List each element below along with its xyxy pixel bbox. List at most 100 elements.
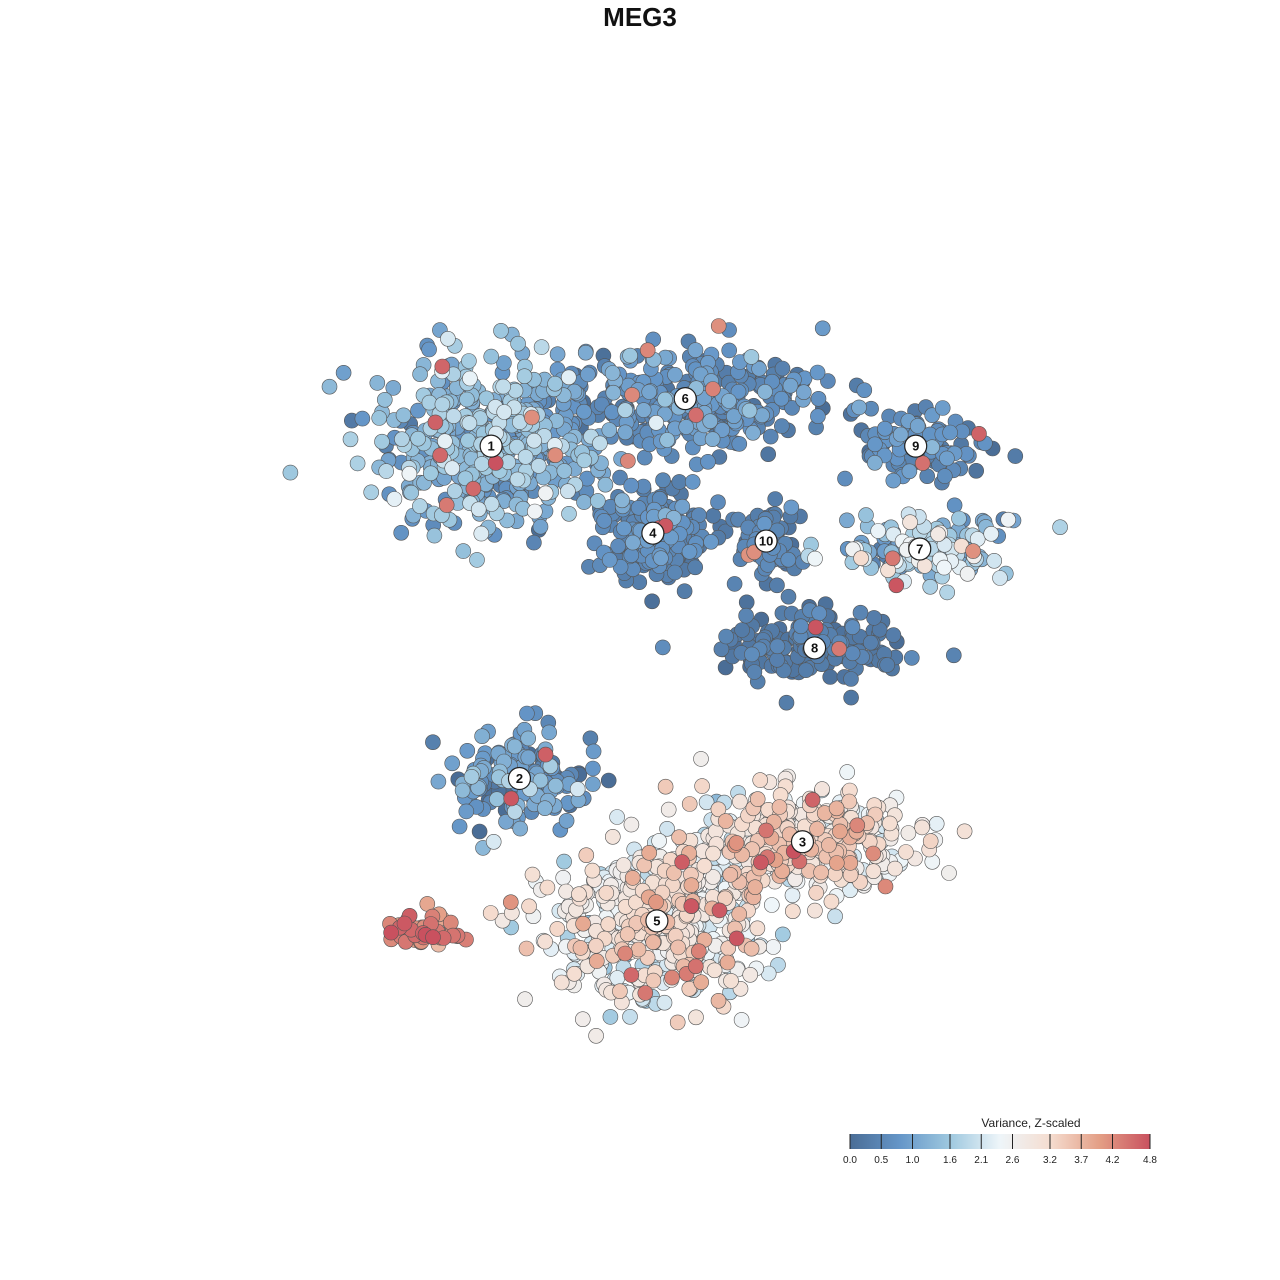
cell-point bbox=[752, 772, 769, 788]
cell-point bbox=[898, 844, 914, 860]
cell-point bbox=[683, 898, 700, 914]
cell-point bbox=[822, 669, 839, 685]
cell-point bbox=[335, 364, 352, 381]
cell-point bbox=[553, 974, 570, 991]
cell-point bbox=[585, 776, 601, 792]
cell-point bbox=[844, 645, 861, 662]
cell-point bbox=[459, 391, 475, 408]
cluster-label: 10 bbox=[754, 529, 778, 553]
cell-point bbox=[765, 939, 782, 955]
cell-point bbox=[710, 992, 727, 1009]
cell-point bbox=[516, 368, 533, 385]
cell-point bbox=[664, 969, 680, 986]
cell-point bbox=[681, 796, 698, 812]
cell-point bbox=[843, 671, 859, 687]
cell-point bbox=[532, 518, 549, 535]
cluster-label: 8 bbox=[803, 636, 827, 660]
cell-point bbox=[688, 407, 704, 423]
cell-point bbox=[902, 514, 918, 531]
cell-point bbox=[879, 657, 896, 673]
cell-point bbox=[454, 782, 471, 799]
cell-point bbox=[588, 1028, 604, 1044]
cell-point bbox=[648, 894, 664, 910]
cell-point bbox=[457, 470, 474, 487]
cell-point bbox=[667, 366, 683, 383]
cell-point bbox=[885, 472, 902, 489]
cell-point bbox=[820, 373, 836, 389]
cell-point bbox=[589, 493, 606, 509]
color-legend: Variance, Z-scaled 0.0 0.5 1.0 1.6 2.1 2.6 3.2… bbox=[843, 1116, 1157, 1166]
cell-point bbox=[434, 396, 451, 413]
cell-point bbox=[867, 436, 883, 453]
cell-point bbox=[746, 664, 763, 680]
cell-point bbox=[524, 866, 541, 883]
cell-point bbox=[601, 422, 618, 438]
cell-point bbox=[596, 512, 613, 529]
cell-point bbox=[731, 436, 748, 452]
cell-point bbox=[728, 930, 745, 947]
cluster-label-text: 5 bbox=[653, 913, 660, 928]
cell-point bbox=[582, 730, 599, 747]
cell-point bbox=[753, 854, 769, 871]
cell-point bbox=[549, 346, 566, 363]
cell-point bbox=[635, 402, 652, 418]
cell-point bbox=[637, 985, 654, 1001]
cell-point bbox=[928, 815, 945, 832]
cell-point bbox=[412, 498, 428, 514]
cell-point bbox=[622, 1008, 638, 1025]
cell-point bbox=[624, 870, 641, 886]
cell-point bbox=[922, 578, 939, 595]
cell-point bbox=[858, 507, 874, 523]
cell-point bbox=[936, 468, 953, 484]
cell-point bbox=[498, 813, 514, 830]
cell-point bbox=[968, 462, 985, 479]
cell-point bbox=[939, 450, 955, 467]
cell-point bbox=[866, 454, 883, 471]
cluster-label: 6 bbox=[673, 387, 697, 411]
cell-point bbox=[560, 369, 577, 386]
cell-point bbox=[547, 777, 564, 794]
cell-point bbox=[738, 607, 754, 624]
cell-point bbox=[828, 800, 845, 817]
cell-point bbox=[767, 491, 784, 507]
cell-point bbox=[622, 347, 638, 364]
cell-point bbox=[639, 342, 656, 359]
cell-point bbox=[951, 510, 967, 527]
cell-point bbox=[496, 355, 512, 371]
legend-tick-label: 2.6 bbox=[1006, 1155, 1020, 1166]
cell-point bbox=[769, 651, 785, 668]
cell-point bbox=[734, 622, 750, 638]
cluster-label: 3 bbox=[790, 830, 815, 854]
cell-point bbox=[671, 829, 687, 846]
cell-point bbox=[774, 926, 791, 943]
cell-point bbox=[558, 812, 575, 829]
cell-point bbox=[378, 463, 395, 479]
cell-point bbox=[814, 781, 830, 797]
cell-point bbox=[588, 937, 604, 954]
cell-point bbox=[549, 921, 566, 937]
cell-point bbox=[471, 823, 488, 840]
cell-point bbox=[757, 383, 773, 400]
cell-point bbox=[503, 790, 520, 807]
cell-point bbox=[773, 418, 790, 434]
cluster-label-badge bbox=[479, 434, 503, 458]
cell-point bbox=[605, 384, 622, 401]
cell-point bbox=[556, 463, 573, 479]
points-layer bbox=[282, 318, 1068, 1044]
cell-point bbox=[396, 915, 413, 932]
cell-point bbox=[474, 456, 490, 472]
cell-point bbox=[810, 390, 827, 407]
cell-point bbox=[612, 983, 628, 1000]
cluster-label-badge bbox=[803, 636, 827, 660]
cell-point bbox=[885, 627, 902, 643]
cell-point bbox=[865, 845, 882, 862]
cluster-label-badge bbox=[507, 766, 532, 791]
cell-point bbox=[711, 902, 728, 919]
cell-point bbox=[576, 494, 592, 510]
cell-point bbox=[576, 452, 593, 469]
cluster-label: 2 bbox=[507, 766, 532, 791]
cell-point bbox=[941, 865, 957, 881]
cluster-label-text: 9 bbox=[912, 439, 919, 454]
cell-point bbox=[651, 833, 667, 849]
cell-point bbox=[769, 577, 785, 594]
